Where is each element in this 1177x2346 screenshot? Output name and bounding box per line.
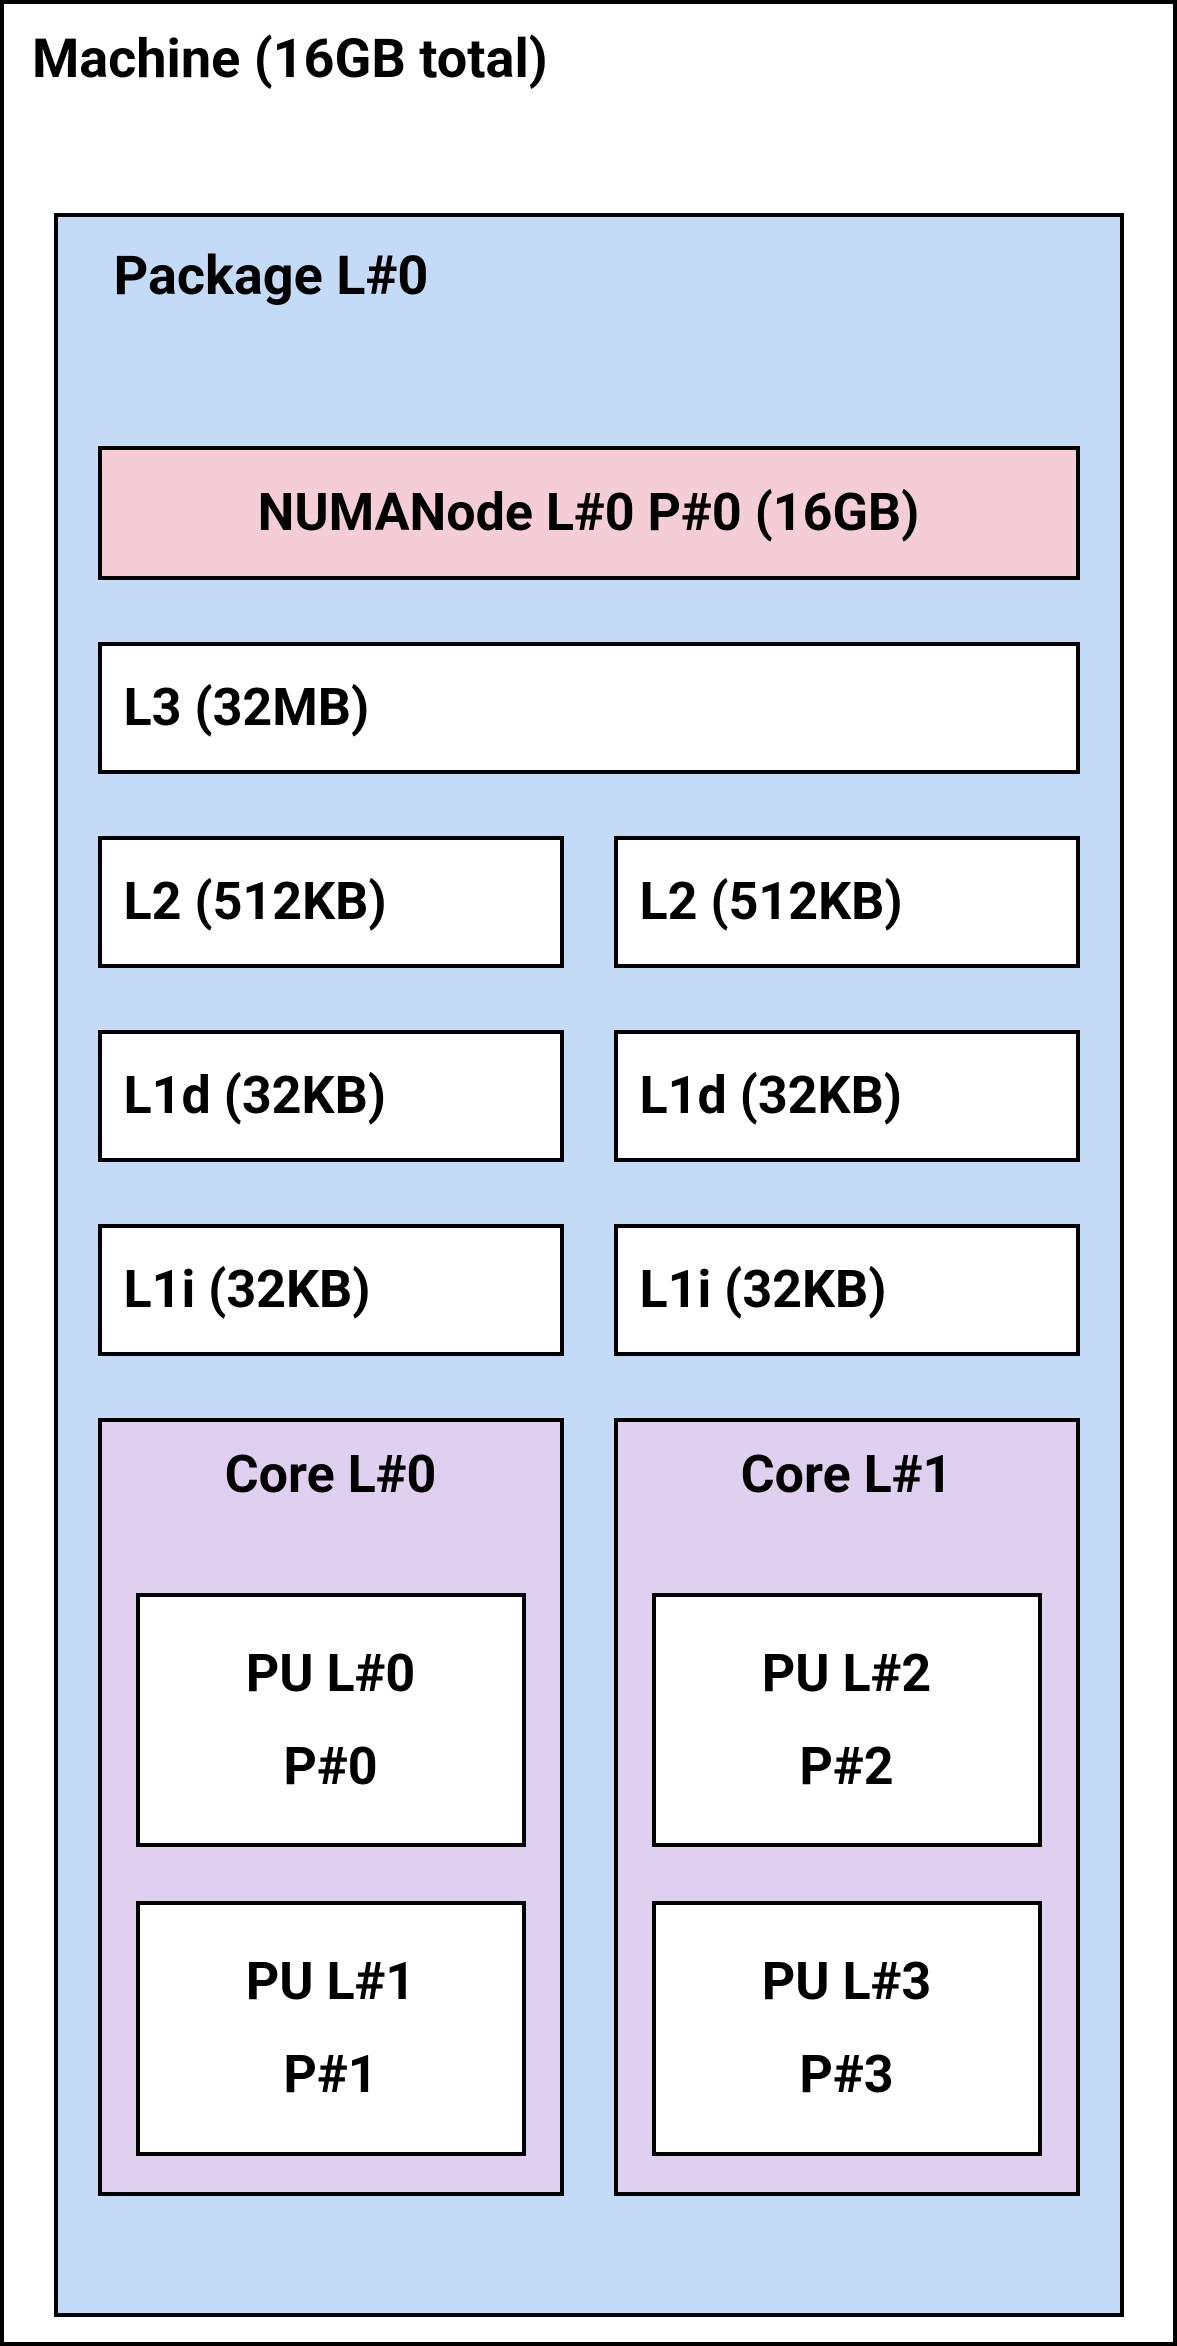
l1d-cache-box-0: L1d (32KB) [98,1030,564,1162]
pu-label-0-0-b: P#0 [283,1738,377,1795]
numa-node-box: NUMANode L#0 P#0 (16GB) [98,446,1080,580]
numa-node-label: NUMANode L#0 P#0 (16GB) [258,482,920,543]
l1i-cache-box-1: L1i (32KB) [614,1224,1080,1356]
l3-cache-label: L3 (32MB) [124,677,370,738]
l1d-cache-label-1: L1d (32KB) [640,1065,903,1126]
machine-title: Machine (16GB total) [32,28,1149,93]
package-title: Package L#0 [114,245,1080,310]
core-row: Core L#0 PU L#0 P#0 PU L#1 P#1 Core L#1 … [98,1418,1080,2196]
pu-label-1-0-b: P#2 [799,1738,893,1795]
pu-box-0-0: PU L#0 P#0 [136,1593,526,1848]
l2-cache-box-0: L2 (512KB) [98,836,564,968]
core-title-0: Core L#0 [225,1444,437,1505]
pu-label-1-0-a: PU L#2 [762,1645,931,1702]
pu-label-0-0-a: PU L#0 [246,1645,415,1702]
l1i-cache-label-1: L1i (32KB) [640,1259,887,1320]
l2-cache-label-1: L2 (512KB) [640,871,903,932]
l1i-cache-label-0: L1i (32KB) [124,1259,371,1320]
pu-label-0-1-b: P#1 [283,2046,377,2103]
core-box-1: Core L#1 PU L#2 P#2 PU L#3 P#3 [614,1418,1080,2196]
l1d-cache-label-0: L1d (32KB) [124,1065,387,1126]
pu-label-0-1-a: PU L#1 [246,1953,415,2010]
l2-cache-box-1: L2 (512KB) [614,836,1080,968]
core-title-1: Core L#1 [741,1444,953,1505]
pu-box-0-1: PU L#1 P#1 [136,1901,526,2156]
pu-box-1-0: PU L#2 P#2 [652,1593,1042,1848]
machine-box: Machine (16GB total) Package L#0 NUMANod… [0,0,1177,2346]
l1i-cache-box-0: L1i (32KB) [98,1224,564,1356]
l2-row: L2 (512KB) L2 (512KB) [98,836,1080,968]
pu-label-1-1-b: P#3 [799,2046,893,2103]
core-box-0: Core L#0 PU L#0 P#0 PU L#1 P#1 [98,1418,564,2196]
pu-label-1-1-a: PU L#3 [762,1953,931,2010]
l1i-row: L1i (32KB) L1i (32KB) [98,1224,1080,1356]
package-box: Package L#0 NUMANode L#0 P#0 (16GB) L3 (… [54,213,1124,2317]
l3-cache-box: L3 (32MB) [98,642,1080,774]
l1d-row: L1d (32KB) L1d (32KB) [98,1030,1080,1162]
pu-box-1-1: PU L#3 P#3 [652,1901,1042,2156]
l2-cache-label-0: L2 (512KB) [124,871,387,932]
l1d-cache-box-1: L1d (32KB) [614,1030,1080,1162]
